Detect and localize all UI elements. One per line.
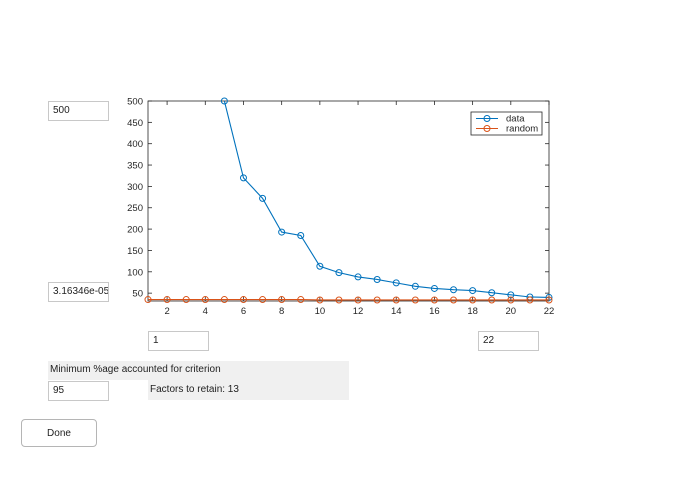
x-tick-label: 4 [203, 306, 208, 317]
legend-box [470, 111, 543, 136]
y-tick-label: 500 [127, 97, 143, 108]
x-tick-label: 6 [241, 306, 246, 317]
data-point-data [469, 287, 477, 295]
data-point-random [144, 296, 152, 304]
legend-marker-random [483, 125, 491, 132]
data-point-random [220, 296, 228, 304]
data-point-random [488, 296, 496, 304]
data-point-data [507, 291, 515, 299]
data-point-data [297, 232, 305, 240]
x-max-field[interactable]: 22 [478, 331, 539, 351]
y-min-field[interactable]: 3.16346e-05 [48, 282, 109, 302]
data-point-random [354, 296, 362, 304]
x-tick-label: 16 [429, 306, 440, 317]
data-point-data [392, 279, 400, 287]
criterion-label: Minimum %age accounted for criterion [48, 361, 349, 380]
data-point-random [526, 296, 534, 304]
legend-label-data: data [506, 114, 525, 125]
data-point-data [278, 228, 286, 236]
x-min-field[interactable]: 1 [148, 331, 209, 351]
data-point-data [316, 262, 324, 270]
data-point-random [316, 296, 324, 304]
series-random [144, 296, 553, 304]
legend-label-random: random [506, 124, 538, 135]
data-point-data [335, 269, 343, 277]
plot-axes [147, 100, 550, 302]
data-point-random [163, 296, 171, 304]
x-ticks: 2 4 6 8 10 12 14 16 18 20 22 [164, 101, 554, 317]
data-point-random [392, 296, 400, 304]
y-tick-label: 350 [127, 161, 143, 172]
x-tick-label: 8 [279, 306, 284, 317]
x-tick-label: 10 [315, 306, 326, 317]
data-point-random [297, 296, 305, 304]
x-tick-label: 22 [544, 306, 555, 317]
y-tick-label: 300 [127, 182, 143, 193]
x-tick-label: 14 [391, 306, 402, 317]
data-point-random [450, 296, 458, 304]
data-point-random [411, 296, 419, 304]
y-tick-label: 250 [127, 203, 143, 214]
data-point-random [259, 296, 267, 304]
y-tick-label: 50 [132, 289, 143, 300]
data-point-random [430, 296, 438, 304]
legend-marker-data [483, 115, 491, 122]
done-button[interactable]: Done [21, 419, 97, 447]
y-tick-label: 400 [127, 139, 143, 150]
data-point-random [335, 296, 343, 304]
data-point-random [239, 296, 247, 304]
axes-box [147, 100, 550, 302]
data-point-data [450, 286, 458, 294]
data-point-data [354, 273, 362, 281]
y-max-field[interactable]: 500 [48, 101, 109, 121]
factors-to-retain-text: Factors to retain: 13 [148, 380, 349, 400]
data-point-data [220, 97, 228, 105]
y-tick-label: 200 [127, 225, 143, 236]
x-tick-label: 20 [506, 306, 517, 317]
data-point-random [201, 296, 209, 304]
data-point-data [488, 289, 496, 297]
data-point-random [507, 296, 515, 304]
y-tick-label: 150 [127, 246, 143, 257]
data-point-random [373, 296, 381, 304]
criterion-percent-field[interactable]: 95 [48, 381, 109, 401]
data-point-data [373, 275, 381, 283]
x-tick-label: 18 [467, 306, 478, 317]
series-layer [144, 97, 553, 304]
data-point-random [278, 296, 286, 304]
x-tick-label: 2 [164, 306, 169, 317]
data-point-data [239, 174, 247, 182]
data-point-random [469, 296, 477, 304]
x-tick-label: 12 [353, 306, 364, 317]
data-point-random [182, 296, 190, 304]
y-ticks: 50 100 150 200 250 300 350 400 450 500 [127, 97, 549, 300]
data-point-data [430, 284, 438, 292]
data-point-random [545, 296, 553, 304]
y-tick-label: 100 [127, 267, 143, 278]
data-point-data [259, 194, 267, 202]
y-tick-label: 450 [127, 118, 143, 129]
data-point-data [411, 282, 419, 290]
